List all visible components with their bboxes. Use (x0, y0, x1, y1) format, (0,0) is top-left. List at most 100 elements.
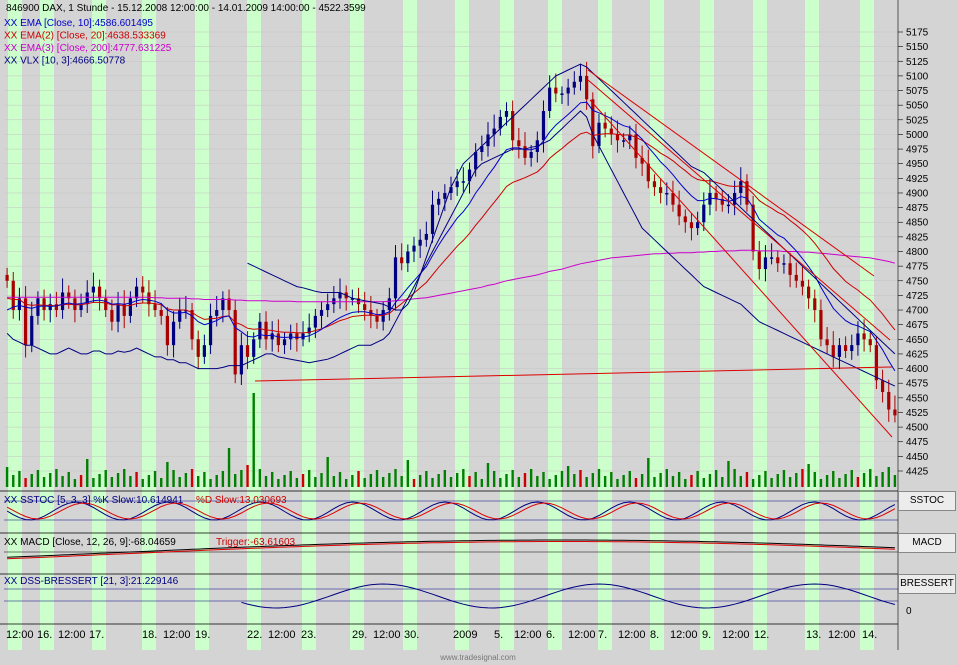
candle-body (498, 116, 502, 129)
volume-bar (480, 479, 484, 487)
volume-bar (289, 471, 292, 487)
volume-bar (147, 475, 151, 487)
volume-bar (622, 475, 625, 487)
volume-bar (529, 469, 533, 487)
volume-bar (628, 471, 631, 487)
session-band (350, 0, 364, 650)
volume-bar (178, 477, 181, 487)
trend-line (589, 99, 893, 438)
volume-bar (727, 461, 730, 487)
candle-body (233, 310, 237, 375)
price-tick-label: 4675 (906, 320, 929, 331)
time-tick-label: 7. (598, 629, 607, 641)
candle-body (843, 345, 848, 352)
volume-bar (357, 471, 360, 487)
macd-panel-tag[interactable]: MACD (898, 533, 956, 553)
candle-body (430, 204, 435, 234)
candle-body (141, 286, 145, 293)
candle-body (807, 286, 811, 299)
candle-body (856, 333, 860, 346)
volume-bar (671, 476, 675, 487)
volume-bar (659, 473, 662, 487)
dss-panel-tag[interactable]: BRESSERT (898, 574, 956, 594)
time-tick-label: 9. (702, 629, 711, 641)
candle-body (622, 140, 626, 142)
session-band (455, 0, 469, 650)
candle-body (819, 310, 823, 340)
volume-bar (603, 476, 607, 487)
volume-bar (505, 474, 508, 487)
candle-body (794, 274, 798, 281)
volume-bar (739, 476, 742, 487)
time-tick-label: 19. (195, 629, 210, 641)
volume-bar (511, 470, 514, 487)
candle-body (202, 345, 206, 357)
price-tick-label: 4475 (906, 437, 929, 448)
volume-bar (104, 470, 107, 487)
candle-body (282, 339, 287, 346)
volume-bar (153, 471, 157, 487)
price-tick-label: 5150 (906, 42, 929, 53)
candle-body (831, 345, 835, 357)
candle-body (418, 239, 422, 246)
candle-body (862, 333, 866, 340)
candle-body (215, 310, 219, 316)
volume-bar (523, 473, 527, 487)
candle-body (523, 146, 527, 158)
volume-bar (92, 478, 95, 487)
time-tick-label: 12:00 (58, 629, 86, 641)
volume-bar (394, 469, 397, 487)
volume-bar (862, 473, 866, 487)
candle-body (424, 233, 428, 240)
volume-bar (240, 470, 243, 487)
candle-body (652, 181, 657, 188)
candle-body (159, 310, 163, 316)
trend-line (587, 79, 891, 341)
volume-bar (825, 475, 829, 487)
volume-bar (474, 472, 477, 487)
candle-body (67, 292, 71, 299)
time-tick-label: 12:00 (268, 629, 296, 641)
volume-bar (566, 466, 570, 487)
session-band (195, 0, 209, 650)
price-tick-label: 4625 (906, 349, 929, 360)
volume-bar (141, 479, 144, 487)
sstoc-panel-tag[interactable]: SSTOC (898, 491, 956, 511)
price-tick-label: 5075 (906, 86, 929, 97)
price-tick-label: 4850 (906, 218, 929, 229)
volume-bar (363, 478, 366, 487)
volume-bar (166, 462, 169, 487)
candle-body (110, 310, 114, 322)
volume-bar (579, 470, 582, 487)
candle-body (276, 333, 280, 346)
volume-bar (252, 393, 255, 487)
candle-body (726, 204, 731, 207)
candle-body (850, 345, 854, 352)
candle-body (11, 280, 15, 311)
volume-bar (320, 473, 323, 487)
candle-body (79, 304, 83, 311)
price-tick-label: 4425 (906, 467, 929, 478)
volume-bar (801, 469, 804, 487)
time-tick-label: 23. (301, 629, 316, 641)
ema10-line (6, 101, 896, 372)
volume-bar (203, 472, 206, 487)
volume-bar (536, 476, 539, 487)
volume-bar (116, 473, 120, 487)
candle-body (406, 251, 410, 264)
candle-body (17, 298, 22, 311)
candle-body (289, 333, 293, 340)
volume-bar (881, 472, 884, 487)
candle-body (171, 321, 176, 346)
volume-bars (5, 393, 897, 487)
volume-bar (375, 470, 379, 487)
volume-bar (184, 473, 188, 487)
volume-bar (770, 478, 773, 487)
price-tick-label: 5025 (906, 115, 929, 126)
volume-bar (79, 475, 83, 487)
candle-body (208, 315, 213, 346)
price-tick-label: 4725 (906, 291, 929, 302)
volume-bar (24, 478, 27, 487)
candle-body (788, 263, 792, 275)
volume-bar (850, 470, 853, 487)
